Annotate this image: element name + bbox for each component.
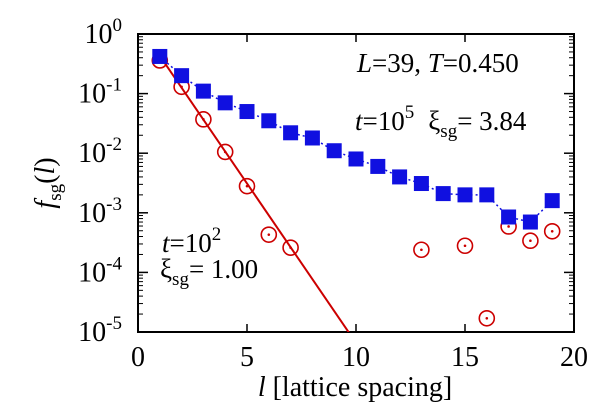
late-time-annotation: t=105 ξsg= 3.84 bbox=[355, 102, 527, 142]
data-point-square bbox=[370, 158, 386, 174]
y-axis-tick-labels: 100 10-1 10-2 10-3 10-4 10-5 bbox=[78, 15, 122, 348]
data-point-circle-dot bbox=[180, 85, 183, 89]
early-time-t-annotation: t=102 bbox=[162, 224, 221, 258]
series-circles bbox=[151, 52, 561, 327]
data-point-square bbox=[501, 209, 517, 225]
data-point-square bbox=[195, 83, 211, 99]
data-point-circle-dot bbox=[485, 316, 489, 320]
data-point-square bbox=[217, 95, 233, 111]
x-tick-label: 15 bbox=[451, 342, 479, 373]
x-tick-label: 5 bbox=[240, 342, 254, 373]
data-point-circle bbox=[456, 237, 474, 255]
y-axis-label: fsg(l) bbox=[30, 157, 66, 208]
data-point-circle-dot bbox=[529, 239, 532, 243]
data-point-circle-dot bbox=[245, 184, 249, 188]
data-point-circle-dot bbox=[507, 225, 510, 228]
y-tick-label: 10-5 bbox=[78, 313, 122, 348]
y-tick-label: 10-3 bbox=[78, 194, 122, 229]
early-time-xi-annotation: ξsg= 1.00 bbox=[160, 254, 258, 290]
params-annotation: L=39, T=0.450 bbox=[356, 48, 519, 78]
data-point-circle bbox=[282, 239, 299, 256]
fit-line-layer bbox=[154, 48, 350, 332]
data-point-circle bbox=[522, 232, 539, 250]
data-point-square bbox=[152, 48, 168, 64]
data-point-circle bbox=[195, 111, 212, 128]
data-point-square bbox=[283, 125, 299, 141]
data-point-circle bbox=[260, 226, 278, 243]
x-axis-tick-labels: 0 5 10 15 20 bbox=[131, 342, 588, 373]
series-squares bbox=[152, 48, 560, 230]
y-axis-ticks bbox=[138, 33, 574, 333]
x-tick-label: 10 bbox=[342, 342, 370, 373]
y-tick-label: 10-2 bbox=[78, 134, 122, 169]
data-point-square bbox=[348, 151, 364, 167]
y-tick-label: 10-4 bbox=[78, 253, 122, 288]
plot-frame bbox=[137, 33, 575, 333]
data-point-circle bbox=[413, 241, 430, 259]
data-point-circle bbox=[543, 222, 561, 240]
data-point-square bbox=[544, 193, 560, 209]
data-point-circle-dot bbox=[223, 150, 227, 154]
data-point-circle-dot bbox=[420, 248, 423, 252]
y-tick-label: 100 bbox=[85, 15, 123, 50]
x-axis-ticks bbox=[137, 34, 575, 332]
data-point-circle-dot bbox=[289, 246, 292, 249]
data-point-square bbox=[239, 104, 255, 120]
fit-line bbox=[154, 48, 350, 332]
data-point-square bbox=[174, 68, 190, 84]
y-tick-label: 10-1 bbox=[78, 75, 122, 110]
data-point-square bbox=[479, 187, 495, 203]
data-point-circle-dot bbox=[550, 229, 554, 233]
x-tick-label: 20 bbox=[560, 342, 588, 373]
x-axis-label: l [lattice spacing] bbox=[258, 372, 452, 403]
data-point-square bbox=[522, 214, 538, 230]
data-point-circle-dot bbox=[267, 233, 271, 236]
x-tick-label: 0 bbox=[131, 342, 145, 373]
data-point-circle-dot bbox=[463, 244, 467, 248]
data-point-square bbox=[326, 143, 342, 159]
data-point-square bbox=[304, 130, 320, 146]
data-point-square bbox=[457, 187, 473, 203]
data-point-square bbox=[413, 176, 429, 192]
data-point-square bbox=[435, 186, 451, 202]
data-point-circle bbox=[238, 177, 256, 195]
data-point-circle bbox=[216, 143, 234, 161]
data-point-circle-dot bbox=[202, 118, 205, 121]
data-point-square bbox=[392, 169, 408, 185]
data-point-circle bbox=[478, 309, 496, 327]
data-point-square bbox=[261, 113, 277, 129]
